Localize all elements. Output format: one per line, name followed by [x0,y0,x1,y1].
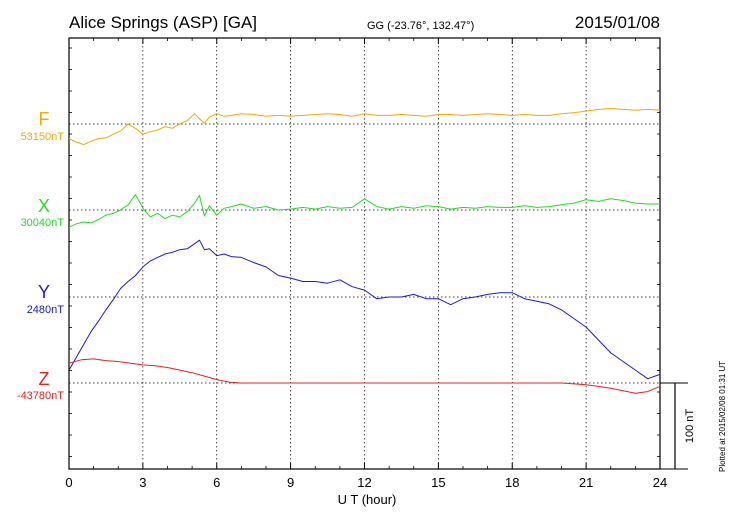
scale-bar: 100 nT [660,382,696,470]
x-tick-label: 21 [579,475,593,490]
x-tick-label: 3 [139,475,146,490]
x-axis-label: U T (hour) [338,492,397,507]
chart-subtitle: GG (-23.76°, 132.47°) [367,20,474,32]
chart-date: 2015/01/08 [575,13,660,32]
series-line-y [68,239,661,380]
x-tick-label: 24 [653,475,667,490]
series-baselines [69,123,688,384]
series-line-x [68,194,660,228]
series-baseline-label-f: 53150nT [21,131,65,143]
series-line-f [68,108,661,146]
series-name-y: Y [38,282,50,302]
series-line-z [68,358,661,394]
x-tick-label: 6 [213,475,220,490]
x-tick-label: 9 [287,475,294,490]
grid-lines [142,38,587,469]
series-name-f: F [39,109,50,129]
series-lines [68,108,661,394]
chart-title: Alice Springs (ASP) [GA] [69,13,257,32]
series-name-z: Z [39,369,50,389]
x-axis-ticks: 0 3 6 9 12 15 18 21 24 [65,38,667,490]
x-tick-label: 15 [431,475,445,490]
plotted-footer: Plotted at 2015/02/08 01:31 UT [718,361,727,472]
x-tick-label: 18 [505,475,519,490]
x-tick-label: 0 [65,475,72,490]
scale-bar-label: 100 nT [684,409,696,444]
series-baseline-label-x: 30040nT [21,217,65,229]
series-name-x: X [38,196,50,216]
x-tick-label: 12 [357,475,371,490]
series-baseline-label-z: -43780nT [17,390,64,402]
series-baseline-label-y: 2480nT [27,304,65,316]
